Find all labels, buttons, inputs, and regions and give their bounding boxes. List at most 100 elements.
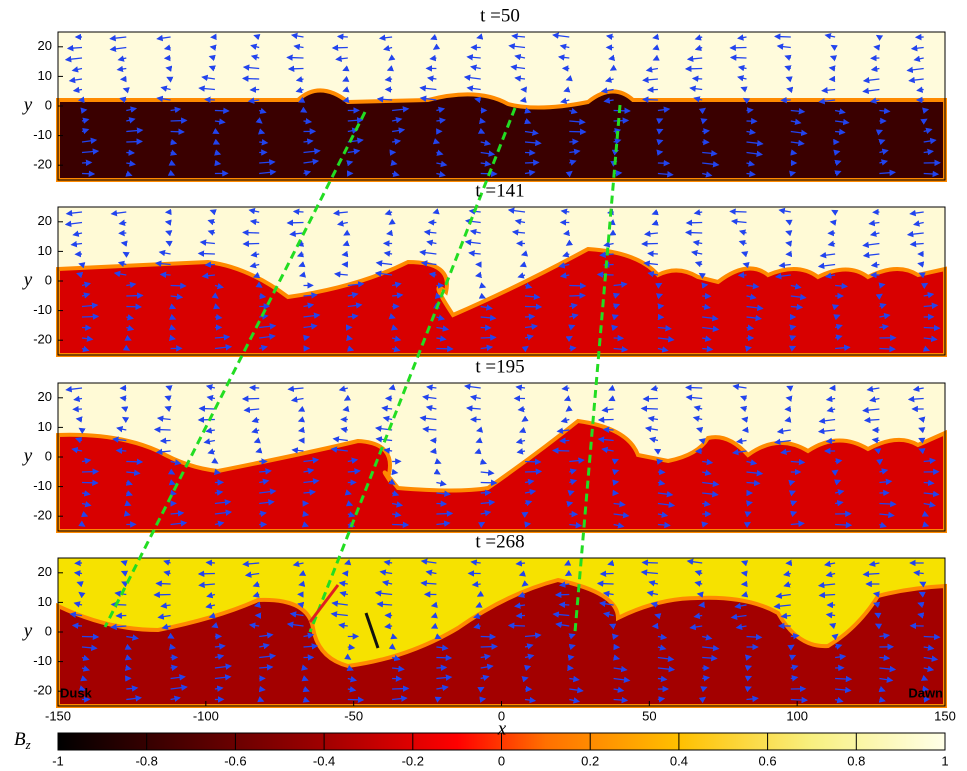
flow-arrow xyxy=(879,632,890,640)
panel-title: t =141 xyxy=(475,180,524,201)
flow-arrow xyxy=(569,313,579,320)
flow-arrow xyxy=(874,448,882,455)
flow-arrow xyxy=(163,570,171,577)
flow-arrow xyxy=(702,128,710,135)
flow-arrow xyxy=(480,139,492,147)
flow-arrow xyxy=(344,559,352,566)
panel-title: t =50 xyxy=(480,5,520,26)
flow-arrow xyxy=(170,489,177,497)
flow-arrow xyxy=(608,395,616,402)
flow-arrow xyxy=(744,686,752,693)
flow-arrow xyxy=(113,270,127,278)
flow-arrow xyxy=(698,438,706,445)
flow-arrow xyxy=(168,334,176,341)
flow-arrow xyxy=(73,570,83,577)
flow-arrow xyxy=(552,32,570,39)
flow-arrow xyxy=(835,118,850,126)
flow-arrow xyxy=(829,219,837,226)
flow-arrow xyxy=(920,674,929,681)
flow-arrow xyxy=(829,622,837,630)
flow-arrow xyxy=(786,385,794,392)
flow-arrow xyxy=(80,675,88,682)
flow-arrow xyxy=(830,44,838,51)
flow-arrow xyxy=(611,324,619,332)
flow-arrow xyxy=(818,417,836,425)
flow-arrow xyxy=(702,303,711,311)
flow-arrow xyxy=(611,458,620,465)
flow-arrow xyxy=(835,686,852,694)
flow-arrow xyxy=(918,448,926,455)
flow-arrow xyxy=(429,54,437,62)
flow-arrow xyxy=(657,633,668,641)
flow-arrow xyxy=(834,170,842,177)
flow-arrow xyxy=(436,117,446,124)
y-tick-label: 10 xyxy=(38,419,52,434)
flow-arrow xyxy=(434,633,442,640)
flow-arrow xyxy=(518,570,526,577)
flow-arrow xyxy=(303,457,320,464)
flow-arrow xyxy=(342,405,350,412)
flow-arrow xyxy=(81,292,91,299)
flow-arrow xyxy=(170,684,188,691)
flow-arrow xyxy=(834,643,843,650)
flow-arrow xyxy=(788,345,797,352)
flow-arrow xyxy=(391,511,402,518)
flow-arrow xyxy=(168,479,176,486)
flow-arrow xyxy=(432,43,441,50)
flow-arrow xyxy=(559,272,570,279)
flow-arrow xyxy=(879,468,889,475)
flow-arrow xyxy=(347,281,365,288)
flow-arrow xyxy=(734,602,747,610)
flow-arrow xyxy=(297,405,306,412)
flow-arrow xyxy=(569,159,577,166)
flow-arrow xyxy=(818,97,836,105)
flow-arrow xyxy=(657,501,676,509)
flow-arrow xyxy=(339,590,348,598)
flow-arrow xyxy=(874,612,882,619)
flow-arrow xyxy=(835,521,853,529)
flow-arrow xyxy=(289,611,304,618)
flow-arrow xyxy=(430,622,439,629)
flow-arrow xyxy=(476,33,484,40)
flow-arrow xyxy=(71,622,83,630)
x-axis-label: x xyxy=(497,718,507,739)
flow-arrow xyxy=(923,137,937,145)
flow-arrow xyxy=(868,219,880,227)
flow-arrow xyxy=(507,207,526,214)
x-tick-label: -150 xyxy=(45,708,71,723)
flow-arrow xyxy=(249,218,260,226)
flow-arrow xyxy=(569,478,578,486)
flow-arrow xyxy=(374,270,393,277)
flow-arrow xyxy=(783,570,791,577)
flow-arrow xyxy=(741,416,749,423)
flow-arrow xyxy=(480,344,494,351)
flow-arrow xyxy=(558,262,570,269)
field-interface xyxy=(56,88,947,182)
flow-arrow xyxy=(612,292,621,299)
flow-arrow xyxy=(303,148,321,155)
flow-arrow xyxy=(116,65,127,73)
flow-arrow xyxy=(258,685,266,693)
flow-arrow xyxy=(702,458,714,466)
flow-arrow xyxy=(569,686,584,694)
flow-arrow xyxy=(613,117,630,124)
flow-arrow xyxy=(520,250,529,257)
flow-arrow xyxy=(259,478,270,485)
flow-arrow xyxy=(121,416,130,424)
flow-arrow xyxy=(160,85,171,92)
flow-arrow xyxy=(524,488,537,496)
flow-arrow xyxy=(213,468,221,476)
flow-arrow xyxy=(168,159,176,166)
flow-arrow xyxy=(746,160,756,167)
flow-arrow xyxy=(346,345,355,352)
flow-arrow xyxy=(214,334,231,341)
flow-arrow xyxy=(250,54,260,61)
flow-arrow xyxy=(702,345,714,353)
flow-arrow xyxy=(214,159,222,167)
flow-arrow xyxy=(609,229,617,236)
y-tick-label: 0 xyxy=(45,448,52,463)
flow-arrow xyxy=(291,447,304,454)
flow-arrow xyxy=(524,107,532,114)
flow-arrow xyxy=(735,623,747,630)
flow-arrow xyxy=(75,437,83,444)
